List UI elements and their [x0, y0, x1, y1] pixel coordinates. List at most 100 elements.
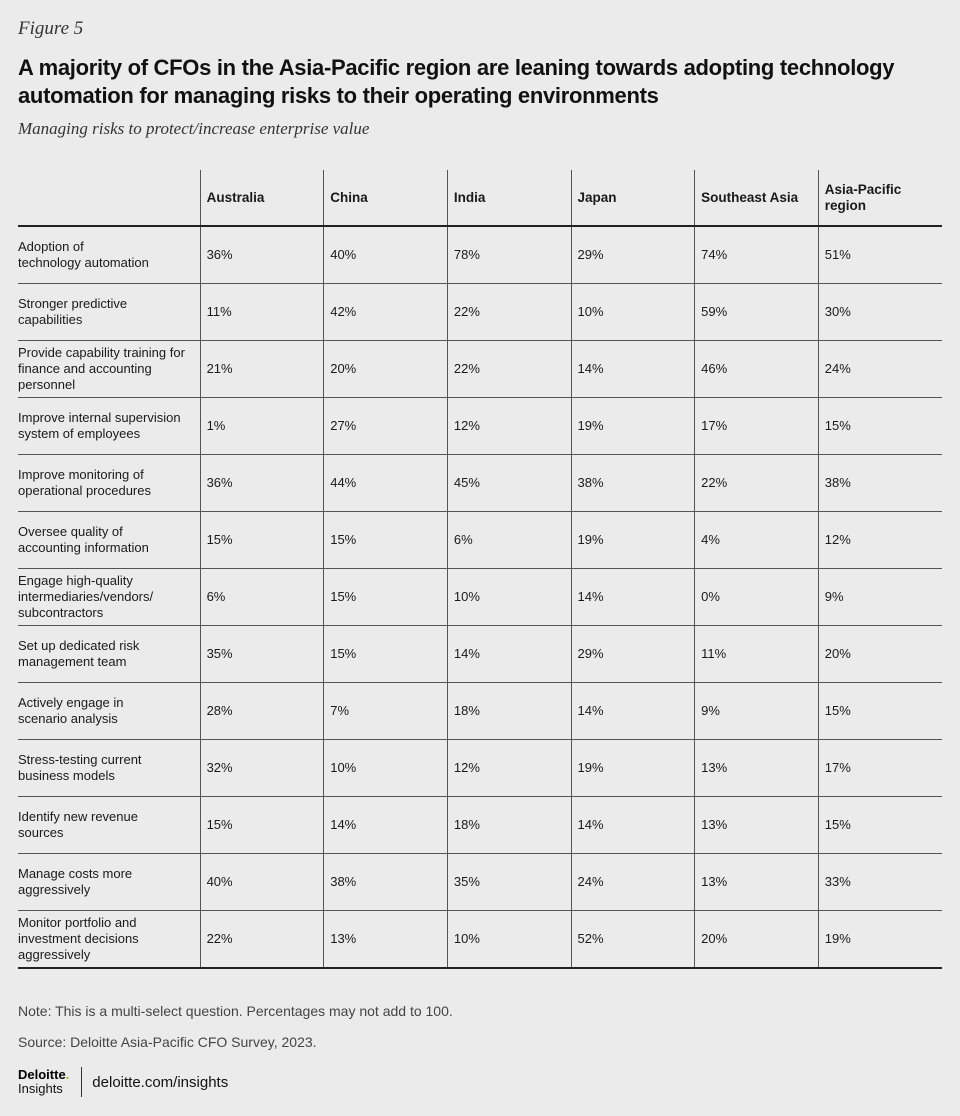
row-label: Manage costs more aggressively — [18, 853, 201, 911]
table-cell: 10% — [446, 910, 571, 969]
row-label: Improve internal supervision system of em… — [18, 397, 201, 455]
footnote: Note: This is a multi-select question. P… — [18, 1003, 453, 1019]
row-label: Monitor portfolio and investment decision… — [18, 910, 201, 969]
table-cell: 36% — [199, 226, 324, 284]
table-cell: 15% — [323, 625, 448, 683]
row-label: Identify new revenue sources — [18, 796, 201, 854]
table-cell: 59% — [694, 283, 819, 341]
row-label: Provide capability training for finance a… — [18, 340, 201, 398]
row-label: Oversee quality of accounting information — [18, 511, 201, 569]
brand-sub: Insights — [18, 1081, 63, 1096]
table-row: Adoption of technology automation 36% 40% 78… — [18, 226, 942, 284]
table-row: Monitor portfolio and investment decision… — [18, 910, 942, 969]
table-cell: 19% — [570, 739, 695, 797]
brand-name: Deloitte — [18, 1067, 66, 1082]
row-label: Actively engage in scenario analysis — [18, 682, 201, 740]
table-row: Engage high-quality intermediaries/vendor… — [18, 568, 942, 626]
table-cell: 13% — [694, 853, 819, 911]
row-label: Engage high-quality intermediaries/vendor… — [18, 568, 201, 626]
table-cell: 35% — [199, 625, 324, 683]
table-cell: 6% — [446, 511, 571, 569]
table-cell: 19% — [570, 397, 695, 455]
table-cell: 0% — [694, 568, 819, 626]
table-cell: 15% — [817, 796, 942, 854]
table-cell: 13% — [323, 910, 448, 969]
table-cell: 20% — [817, 625, 942, 683]
table-cell: 22% — [199, 910, 324, 969]
table-cell: 18% — [446, 796, 571, 854]
table-cell: 7% — [323, 682, 448, 740]
table-cell: 22% — [694, 454, 819, 512]
data-table: Australia China India Japan Southeast As… — [18, 170, 942, 969]
table-cell: 42% — [323, 283, 448, 341]
table-cell: 15% — [323, 568, 448, 626]
row-label: Set up dedicated risk management team — [18, 625, 201, 683]
table-row: Stronger predictive capabilities 11% 42% 22%… — [18, 283, 942, 341]
table-cell: 14% — [570, 682, 695, 740]
table-cell: 10% — [446, 568, 571, 626]
table-cell: 46% — [694, 340, 819, 398]
table-cell: 24% — [817, 340, 942, 398]
table-row: Improve internal supervision system of em… — [18, 397, 942, 455]
table-cell: 27% — [323, 397, 448, 455]
table-cell: 13% — [694, 739, 819, 797]
table-cell: 38% — [817, 454, 942, 512]
table-cell: 51% — [817, 226, 942, 284]
table-cell: 10% — [323, 739, 448, 797]
table-cell: 6% — [199, 568, 324, 626]
footer-link[interactable]: deloitte.com/insights — [92, 1073, 229, 1091]
table-cell: 14% — [323, 796, 448, 854]
header-row: Australia China India Japan Southeast As… — [18, 170, 942, 227]
table-cell: 14% — [570, 568, 695, 626]
table-cell: 32% — [199, 739, 324, 797]
table-row: Actively engage in scenario analysis 28% 7%… — [18, 682, 942, 740]
table-row: Identify new revenue sources 15% 14% 18% 14% 1… — [18, 796, 942, 854]
table-cell: 12% — [446, 739, 571, 797]
table-cell: 1% — [199, 397, 324, 455]
table-cell: 18% — [446, 682, 571, 740]
table-cell: 20% — [694, 910, 819, 969]
table-cell: 38% — [323, 853, 448, 911]
table-cell: 35% — [446, 853, 571, 911]
table-cell: 24% — [570, 853, 695, 911]
table-cell: 10% — [570, 283, 695, 341]
table-cell: 15% — [199, 511, 324, 569]
table-cell: 15% — [817, 397, 942, 455]
table-cell: 44% — [323, 454, 448, 512]
row-label: Improve monitoring of operational procedu… — [18, 454, 201, 512]
table-cell: 11% — [199, 283, 324, 341]
table-cell: 14% — [570, 340, 695, 398]
table-cell: 14% — [570, 796, 695, 854]
figure-label: Figure 5 — [18, 18, 84, 39]
table-cell: 17% — [694, 397, 819, 455]
table-row: Improve monitoring of operational procedu… — [18, 454, 942, 512]
table-row: Manage costs more aggressively 40% 38% 35% 24… — [18, 853, 942, 911]
table-cell: 29% — [570, 226, 695, 284]
table-row: Stress-testing current business models 32%… — [18, 739, 942, 797]
brand-divider — [81, 1067, 83, 1097]
table-cell: 19% — [817, 910, 942, 969]
column-header: Southeast Asia — [694, 170, 819, 227]
table-cell: 28% — [199, 682, 324, 740]
source-note: Source: Deloitte Asia-Pacific CFO Survey… — [18, 1034, 317, 1050]
brand-dot: . — [65, 1067, 70, 1082]
table-cell: 15% — [323, 511, 448, 569]
column-header: China — [323, 170, 448, 227]
column-header: Japan — [570, 170, 695, 227]
chart-title: A majority of CFOs in the Asia-Pacific r… — [18, 55, 895, 108]
column-header: Australia — [199, 170, 324, 227]
table-cell: 40% — [199, 853, 324, 911]
row-label: Stress-testing current business models — [18, 739, 201, 797]
deloitte-logo: Deloitte. Insights — [18, 1068, 69, 1096]
table-cell: 52% — [570, 910, 695, 969]
table-cell: 21% — [199, 340, 324, 398]
header-corner — [18, 170, 201, 227]
table-cell: 33% — [817, 853, 942, 911]
table-row: Set up dedicated risk management team 35% 1… — [18, 625, 942, 683]
table-body: Adoption of technology automation 36% 40% 78… — [18, 226, 942, 969]
table-cell: 9% — [694, 682, 819, 740]
table-cell: 38% — [570, 454, 695, 512]
table-cell: 29% — [570, 625, 695, 683]
table-cell: 45% — [446, 454, 571, 512]
table-cell: 22% — [446, 340, 571, 398]
